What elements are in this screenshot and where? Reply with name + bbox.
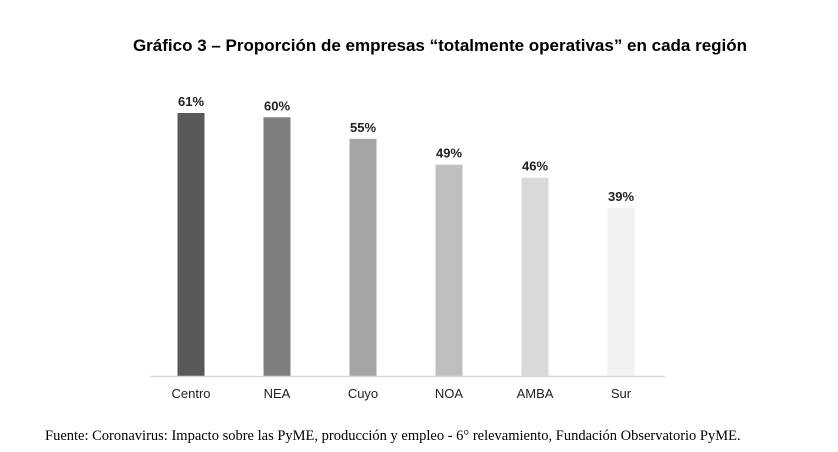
data-label: 60% — [264, 98, 290, 113]
x-tick-label: Sur — [611, 386, 632, 401]
bar-noa — [435, 164, 463, 376]
x-tick-label: Centro — [171, 386, 210, 401]
bar-amba — [521, 177, 549, 376]
x-tick-label: AMBA — [517, 386, 554, 401]
bar-centro — [177, 113, 205, 376]
bar-nea — [263, 117, 291, 377]
bar-sur — [607, 207, 635, 376]
data-label: 55% — [350, 120, 376, 135]
data-label: 39% — [608, 189, 634, 204]
x-tick-label: NEA — [264, 386, 291, 401]
data-label: 46% — [522, 159, 548, 174]
x-tick-label: NOA — [435, 386, 464, 401]
data-label: 61% — [178, 94, 204, 109]
source-note: Fuente: Coronavirus: Impacto sobre las P… — [45, 428, 741, 444]
bar-cuyo — [349, 138, 377, 376]
data-label: 49% — [436, 146, 462, 161]
x-tick-label: Cuyo — [348, 386, 378, 401]
chart-title: Gráfico 3 – Proporción de empresas “tota… — [132, 36, 748, 55]
